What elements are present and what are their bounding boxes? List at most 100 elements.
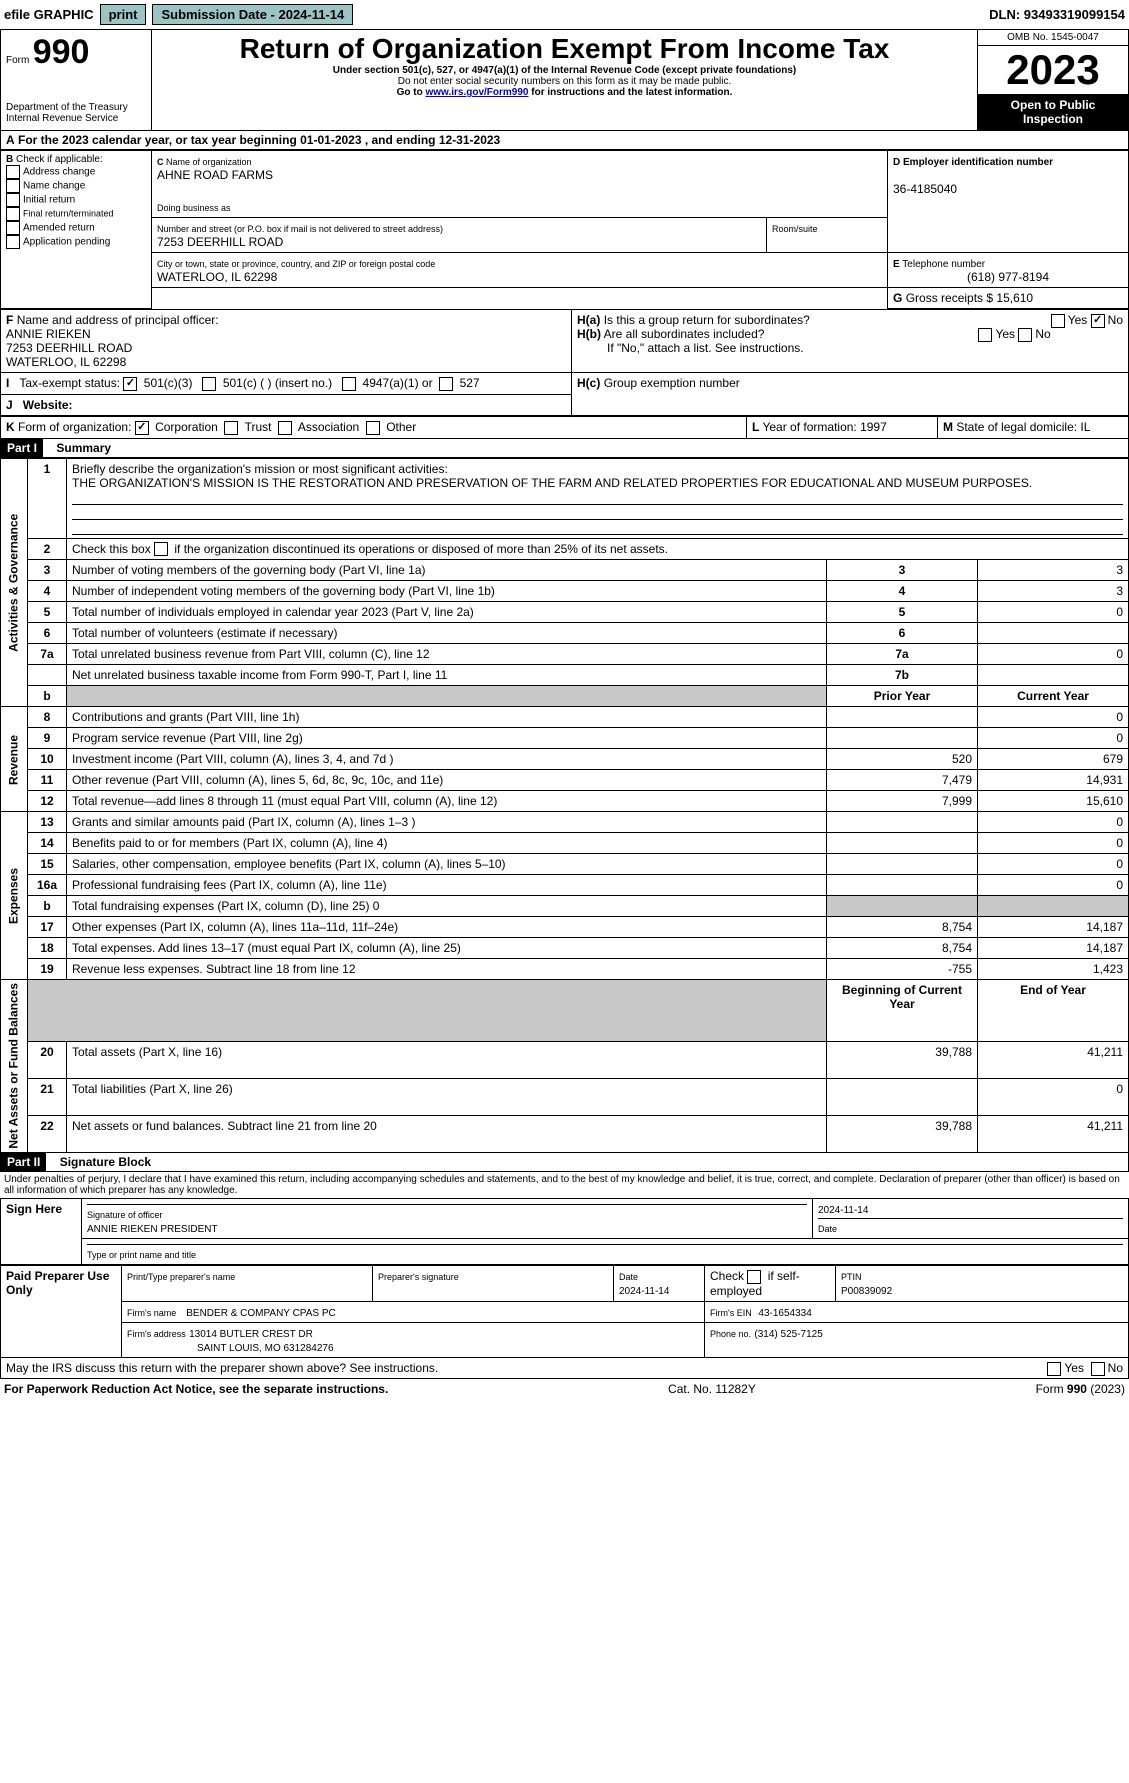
row-text: Number of voting members of the governin… (67, 560, 827, 581)
prior-value (827, 875, 978, 896)
officer-addr2: WATERLOO, IL 62298 (6, 355, 126, 369)
underline (72, 520, 1123, 535)
prior-value: 520 (827, 749, 978, 770)
officer-name: ANNIE RIEKEN (6, 327, 91, 341)
ha-no-checkbox[interactable]: ✓ (1091, 314, 1105, 328)
prior-value: -755 (827, 959, 978, 980)
submission-date-button[interactable]: Submission Date - 2024-11-14 (152, 4, 353, 25)
row-num: 12 (28, 791, 67, 812)
discuss-text: May the IRS discuss this return with the… (6, 1361, 438, 1375)
city-value: WATERLOO, IL 62298 (157, 270, 277, 284)
b-item-1: Name change (23, 181, 85, 192)
dln-label: DLN: 93493319099154 (989, 7, 1125, 22)
underline (72, 505, 1123, 520)
i-4947: 4947(a)(1) or (363, 376, 433, 390)
col-prior: Prior Year (827, 686, 978, 707)
prior-value: 8,754 (827, 938, 978, 959)
row-text: Total number of volunteers (estimate if … (67, 623, 827, 644)
goto-link[interactable]: www.irs.gov/Form990 (425, 87, 528, 98)
i-501c-checkbox[interactable] (202, 377, 216, 391)
row-text: Program service revenue (Part VIII, line… (67, 728, 827, 749)
prior-value (827, 833, 978, 854)
hb-yes-checkbox[interactable] (978, 328, 992, 342)
i-4947-checkbox[interactable] (342, 377, 356, 391)
row-value: 3 (978, 560, 1129, 581)
sig-officer-label: Signature of officer (87, 1210, 162, 1220)
col-begin: Beginning of Current Year (827, 980, 978, 1042)
row-value (978, 623, 1129, 644)
checkbox-initial-return[interactable] (6, 193, 20, 207)
b-item-4: Amended return (23, 223, 95, 234)
checkbox-final-return[interactable] (6, 207, 20, 221)
sign-here-label: Sign Here (1, 1199, 82, 1265)
underline (72, 490, 1123, 505)
discuss-no-checkbox[interactable] (1091, 1362, 1105, 1376)
i-527-checkbox[interactable] (439, 377, 453, 391)
paid-preparer-table: Paid Preparer Use Only Print/Type prepar… (0, 1265, 1129, 1358)
checkbox-address-change[interactable] (6, 165, 20, 179)
current-value: 0 (978, 707, 1129, 728)
current-value: 14,931 (978, 770, 1129, 791)
k-assoc-checkbox[interactable] (278, 421, 292, 435)
row-text: Net assets or fund balances. Subtract li… (67, 1116, 827, 1153)
firm-ein: 43-1654334 (758, 1308, 811, 1319)
self-employed-checkbox[interactable] (747, 1270, 761, 1284)
dept-label: Department of the Treasury Internal Reve… (6, 102, 146, 124)
ha-yes-checkbox[interactable] (1051, 314, 1065, 328)
omb-label: OMB No. 1545-0047 (978, 30, 1128, 46)
ptin: P00839092 (841, 1286, 892, 1297)
checkbox-name-change[interactable] (6, 179, 20, 193)
firm-addr-label: Firm's address (127, 1329, 186, 1339)
firm-name: BENDER & COMPANY CPAS PC (186, 1308, 335, 1319)
b-item-3: Final return/terminated (23, 208, 114, 218)
checkbox-app-pending[interactable] (6, 235, 20, 249)
begin-value: 39,788 (827, 1116, 978, 1153)
discuss-yes-checkbox[interactable] (1047, 1362, 1061, 1376)
goto-suffix: for instructions and the latest informat… (531, 87, 732, 98)
no-label: No (1108, 313, 1123, 327)
hb-no-checkbox[interactable] (1018, 328, 1032, 342)
k-corp-checkbox[interactable]: ✓ (135, 421, 149, 435)
shaded-cell (978, 896, 1129, 917)
print-button[interactable]: print (100, 4, 147, 25)
prior-value (827, 812, 978, 833)
part1-header: Part I (1, 439, 43, 457)
e-label: Telephone number (902, 259, 985, 270)
i-527: 527 (460, 376, 480, 390)
i-501c3-checkbox[interactable]: ✓ (123, 377, 137, 391)
d-label: Employer identification number (903, 157, 1053, 168)
current-value: 0 (978, 833, 1129, 854)
prior-value (827, 854, 978, 875)
checkbox-amended[interactable] (6, 221, 20, 235)
row-text: Other revenue (Part VIII, column (A), li… (67, 770, 827, 791)
row-num: 9 (28, 728, 67, 749)
k-assoc: Association (298, 420, 359, 434)
row-num: 16a (28, 875, 67, 896)
ein-value: 36-4185040 (893, 182, 957, 196)
city-label: City or town, state or province, country… (157, 259, 435, 269)
row-text: Total fundraising expenses (Part IX, col… (67, 896, 827, 917)
b-item-2: Initial return (23, 195, 75, 206)
row-text: Total liabilities (Part X, line 26) (67, 1079, 827, 1116)
shaded-cell (827, 896, 978, 917)
begin-value (827, 1079, 978, 1116)
row-text: Investment income (Part VIII, column (A)… (67, 749, 827, 770)
rev-section-label: Revenue (1, 707, 28, 812)
open-public-label: Open to Public Inspection (978, 94, 1128, 130)
row-num: b (28, 896, 67, 917)
form-footer: Form 990 (2023) (1036, 1382, 1125, 1396)
current-value: 0 (978, 728, 1129, 749)
k-trust-checkbox[interactable] (224, 421, 238, 435)
row-text: Total number of individuals employed in … (67, 602, 827, 623)
form-number: 990 (33, 33, 90, 71)
q2-checkbox[interactable] (154, 542, 168, 556)
row-text: Revenue less expenses. Subtract line 18 … (67, 959, 827, 980)
hc-label: Group exemption number (604, 376, 740, 390)
row-text: Other expenses (Part IX, column (A), lin… (67, 917, 827, 938)
row-num: 6 (28, 623, 67, 644)
row-text: Salaries, other compensation, employee b… (67, 854, 827, 875)
k-other-checkbox[interactable] (366, 421, 380, 435)
row-num: 5 (28, 602, 67, 623)
i-501c: 501(c) ( ) (insert no.) (223, 376, 332, 390)
current-value: 15,610 (978, 791, 1129, 812)
